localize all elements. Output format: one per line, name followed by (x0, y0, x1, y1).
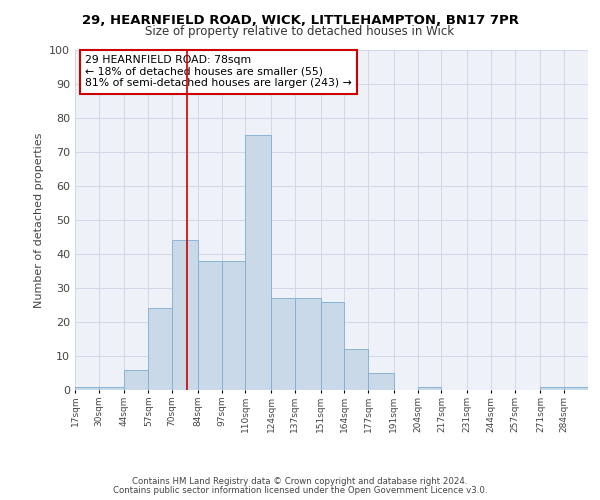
Bar (418, 386, 442, 390)
Bar (172, 240, 198, 390)
Bar (271, 298, 295, 390)
Bar (198, 261, 221, 390)
Text: Contains HM Land Registry data © Crown copyright and database right 2024.: Contains HM Land Registry data © Crown c… (132, 477, 468, 486)
Text: 29 HEARNFIELD ROAD: 78sqm
← 18% of detached houses are smaller (55)
81% of semi-: 29 HEARNFIELD ROAD: 78sqm ← 18% of detac… (85, 55, 352, 88)
Bar (344, 349, 368, 390)
Bar (368, 373, 394, 390)
Text: Size of property relative to detached houses in Wick: Size of property relative to detached ho… (145, 25, 455, 38)
Bar (75, 386, 99, 390)
Bar (245, 135, 271, 390)
Bar (564, 386, 588, 390)
Text: Contains public sector information licensed under the Open Government Licence v3: Contains public sector information licen… (113, 486, 487, 495)
Y-axis label: Number of detached properties: Number of detached properties (34, 132, 44, 308)
Bar (221, 261, 245, 390)
Bar (124, 370, 148, 390)
Bar (541, 386, 564, 390)
Text: 29, HEARNFIELD ROAD, WICK, LITTLEHAMPTON, BN17 7PR: 29, HEARNFIELD ROAD, WICK, LITTLEHAMPTON… (82, 14, 518, 27)
Bar (148, 308, 172, 390)
Bar (99, 386, 124, 390)
Bar (320, 302, 344, 390)
Bar (295, 298, 320, 390)
